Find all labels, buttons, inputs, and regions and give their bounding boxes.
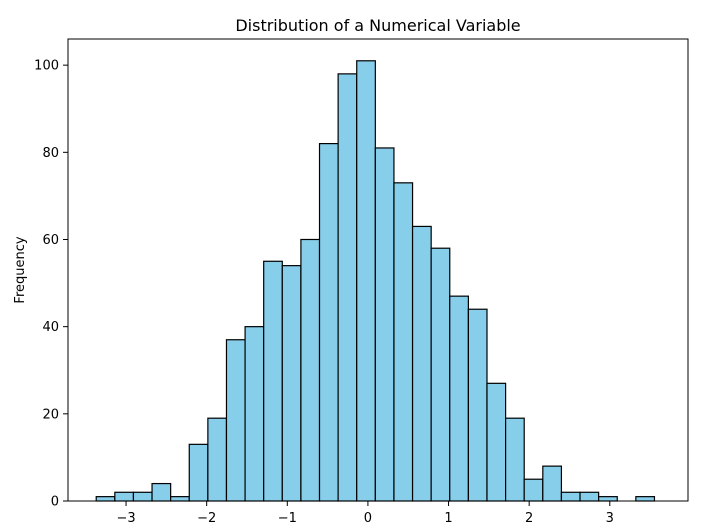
y-tick-label: 100: [34, 59, 59, 74]
y-tick-label: 80: [42, 146, 59, 161]
histogram-bar: [505, 417, 525, 502]
histogram-bar: [430, 247, 451, 502]
histogram-bar: [207, 417, 228, 502]
y-tick-label: 20: [42, 407, 59, 422]
histogram-bar: [151, 482, 172, 502]
histogram-bar: [374, 147, 395, 502]
histogram-bar: [300, 238, 321, 502]
histogram-bar: [188, 443, 209, 502]
histogram-bar: [560, 491, 581, 502]
x-tick-label: −2: [197, 511, 216, 526]
histogram-bar: [170, 496, 190, 502]
histogram-bar: [337, 73, 358, 502]
histogram-bar: [449, 295, 469, 502]
y-tick-label: 40: [42, 320, 59, 335]
x-tick-label: 3: [606, 511, 614, 526]
chart-title: Distribution of a Numerical Variable: [235, 16, 520, 35]
histogram-bar: [486, 382, 507, 502]
x-tick-label: 1: [444, 511, 452, 526]
histogram-bar: [523, 478, 544, 502]
histogram-bar: [356, 60, 376, 502]
histogram-bar: [467, 308, 488, 502]
y-tick-label: 60: [42, 233, 59, 248]
x-tick-label: −1: [278, 511, 297, 526]
plot-frame: [67, 38, 689, 502]
x-tick-label: −3: [116, 511, 135, 526]
histogram-bar: [542, 465, 563, 502]
histogram-bar: [393, 182, 414, 502]
histogram-bar: [114, 491, 135, 502]
histogram-bar: [95, 496, 116, 502]
histogram-bar: [263, 260, 283, 502]
y-tick-label: 0: [51, 495, 59, 510]
histogram-bar: [579, 491, 600, 502]
histogram-bar: [635, 496, 656, 502]
bars-group: [95, 60, 656, 502]
y-axis-ticks: 0 20 40 60 80 100: [34, 59, 68, 510]
histogram-bar: [411, 225, 432, 502]
histogram-bar: [598, 496, 618, 502]
x-tick-label: 0: [364, 511, 372, 526]
histogram-bar: [244, 326, 265, 502]
x-tick-label: 2: [525, 511, 533, 526]
histogram-bar: [318, 143, 339, 502]
histogram-bar: [132, 491, 153, 502]
x-axis-ticks: −3 −2 −1 0 1 2 3: [116, 501, 614, 526]
y-axis-title: Frequency: [13, 236, 28, 303]
histogram-bar: [281, 265, 302, 502]
histogram-bar: [225, 339, 246, 502]
